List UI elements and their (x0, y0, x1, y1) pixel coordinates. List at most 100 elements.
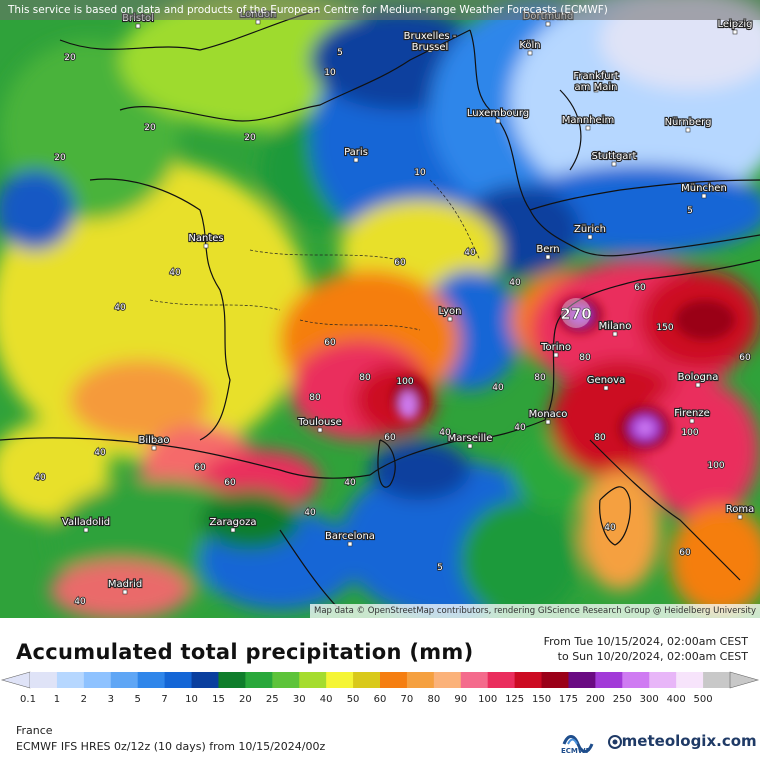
city-paris: Paris (343, 146, 369, 163)
svg-text:Genova: Genova (587, 375, 625, 386)
city-bologna: Bologna (677, 371, 719, 388)
svg-text:Paris: Paris (344, 147, 368, 158)
contour-label: 5 (337, 48, 343, 58)
disclaimer-text: This service is based on data and produc… (8, 4, 608, 16)
contour-label: 40 (114, 303, 126, 313)
contour-label: 40 (304, 508, 316, 518)
city-m-nchen: München (680, 182, 728, 199)
contour-label: 80 (579, 353, 591, 363)
forecast-period: From Tue 10/15/2024, 02:00am CEST to Sun… (544, 634, 748, 664)
scale-tick-label: 200 (585, 694, 605, 705)
city-n-rnberg: Nürnberg (663, 116, 713, 133)
city-milano: Milano (598, 320, 632, 337)
city-leipzig: Leipzig (716, 18, 754, 35)
contour-label: 40 (464, 248, 476, 258)
scale-tick-label: 20 (239, 694, 252, 705)
scale-swatch (245, 672, 273, 688)
ecmwf-disclaimer-banner: This service is based on data and produc… (0, 0, 760, 20)
scale-arrow-right (729, 671, 760, 689)
city-nantes: Nantes (187, 232, 225, 249)
peak-marker: 270 (560, 298, 592, 328)
precip-peaks (392, 297, 735, 450)
city-bruxelles-brussel: Bruxelles -Brussel (403, 30, 458, 54)
scale-swatch (541, 672, 569, 688)
scale-tick-label: 60 (373, 694, 387, 705)
city-k-ln: Köln (518, 39, 542, 56)
color-scale-labels: 0.1 1 2 3 5 7 10 15 20 25 30 40 50 60 70 80 90 100 125 150 1… (0, 694, 760, 708)
contour-label: 100 (396, 377, 413, 387)
svg-text:Zürich: Zürich (574, 224, 606, 235)
scale-swatch (676, 672, 704, 688)
contour-label: 40 (94, 448, 106, 458)
contour-label: 40 (169, 268, 181, 278)
contour-label: 100 (681, 428, 698, 438)
scale-swatch (703, 672, 731, 688)
city-zaragoza: Zaragoza (208, 516, 258, 533)
scale-swatch (649, 672, 677, 688)
contour-label: 80 (594, 433, 606, 443)
svg-text:Nantes: Nantes (188, 233, 223, 244)
svg-text:270: 270 (560, 305, 591, 323)
contour-label: 40 (604, 523, 616, 533)
contour-label: 20 (54, 153, 66, 163)
contour-label: 20 (64, 53, 76, 63)
svg-text:Barcelona: Barcelona (325, 531, 375, 542)
svg-text:Köln: Köln (519, 40, 540, 51)
scale-tick-label: 50 (346, 694, 360, 705)
contour-label: 40 (74, 597, 86, 607)
contour-label: 100 (707, 461, 724, 471)
city-luxembourg: Luxembourg (466, 107, 530, 124)
city-barcelona: Barcelona (324, 530, 376, 547)
scale-tick-label: 70 (400, 694, 414, 705)
precipitation-map[interactable]: BristolLondonDortmundLeipzigBruxelles -B… (0, 0, 760, 618)
scale-tick-label: 500 (693, 694, 713, 705)
svg-text:Marseille: Marseille (448, 433, 493, 444)
ecmwf-logo-label: ECMWF (561, 747, 591, 755)
svg-text:Nürnberg: Nürnberg (665, 117, 712, 128)
precip-field (0, 0, 760, 618)
scale-tick-label: 2 (80, 694, 88, 705)
meteologix-brand[interactable]: meteologix.com (606, 732, 757, 750)
svg-text:München: München (681, 183, 727, 194)
map-attribution[interactable]: Map data © OpenStreetMap contributors, r… (310, 604, 760, 618)
contour-label: 10 (414, 168, 426, 178)
city-z-rich: Zürich (573, 223, 607, 240)
contour-label: 60 (739, 353, 751, 363)
scale-tick-label: 5 (134, 694, 141, 705)
contour-label: 80 (534, 373, 546, 383)
city-torino: Torino (539, 341, 572, 358)
scale-swatch (353, 672, 381, 688)
contour-label: 10 (324, 68, 336, 78)
period-to: to Sun 10/20/2024, 02:00am CEST (557, 650, 748, 663)
svg-text:Bern: Bern (536, 244, 559, 255)
contour-label: 60 (634, 283, 646, 293)
scale-swatch (191, 672, 219, 688)
svg-text:Stuttgart: Stuttgart (592, 151, 637, 162)
ecmwf-logo-icon (562, 735, 594, 753)
map-canvas: BristolLondonDortmundLeipzigBruxelles -B… (0, 0, 760, 618)
scale-tick-label: 1 (53, 694, 61, 705)
country-borders (0, 9, 760, 611)
city-firenze: Firenze (673, 407, 711, 424)
scale-swatch (433, 672, 462, 688)
city-roma: Roma (725, 503, 755, 520)
svg-text:Leipzig: Leipzig (717, 19, 752, 30)
scale-tick-label: 100 (478, 694, 498, 705)
scale-tick-label: 15 (212, 694, 225, 705)
scale-arrow-left (0, 671, 31, 689)
svg-text:Toulouse: Toulouse (297, 417, 341, 428)
scale-swatch (110, 672, 139, 688)
svg-text:Milano: Milano (599, 321, 632, 332)
scale-tick-label: 30 (292, 694, 306, 705)
chart-title: Accumulated total precipitation (mm) (16, 640, 474, 664)
contour-label: 40 (34, 473, 46, 483)
city-madrid: Madrid (107, 578, 143, 595)
svg-text:Frankfurt: Frankfurt (573, 71, 618, 82)
scale-tick-label: 400 (666, 694, 686, 705)
scale-swatch (218, 672, 246, 688)
contour-label: 40 (509, 278, 521, 288)
contour-label: 60 (679, 548, 691, 558)
scale-tick-label: 0.1 (20, 694, 36, 705)
contour-label: 40 (514, 423, 526, 433)
